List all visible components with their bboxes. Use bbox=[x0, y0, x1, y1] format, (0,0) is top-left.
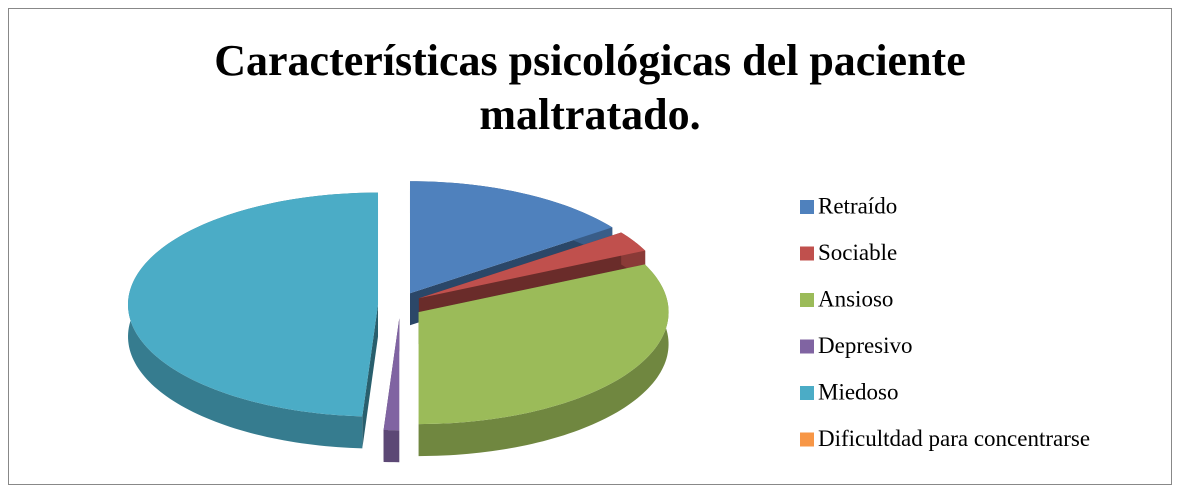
slice bbox=[418, 264, 669, 425]
legend-label: Depresivo bbox=[818, 333, 913, 358]
legend-swatch bbox=[800, 432, 814, 447]
slice-side bbox=[418, 264, 669, 457]
slice bbox=[128, 192, 379, 417]
slice bbox=[418, 232, 646, 299]
legend-label: Miedoso bbox=[818, 379, 899, 404]
legend-swatch bbox=[800, 246, 814, 261]
legend-swatch bbox=[800, 200, 814, 214]
legend-label: Dificultdad para concentrarse bbox=[818, 426, 1090, 451]
slice-edge bbox=[362, 304, 379, 449]
pie-tops bbox=[128, 181, 669, 431]
legend-label: Sociable bbox=[818, 240, 897, 265]
legend-swatch bbox=[800, 386, 814, 400]
chart-title: Características psicológicas del pacient… bbox=[214, 36, 966, 139]
legend-label: Ansioso bbox=[818, 286, 893, 311]
legend-label: Retraído bbox=[818, 193, 897, 218]
legend-swatch bbox=[800, 293, 814, 307]
legend-swatch bbox=[800, 339, 814, 354]
slice bbox=[409, 181, 613, 294]
slice-side bbox=[383, 429, 400, 463]
chart-frame bbox=[8, 8, 1172, 485]
slice bbox=[383, 318, 400, 431]
